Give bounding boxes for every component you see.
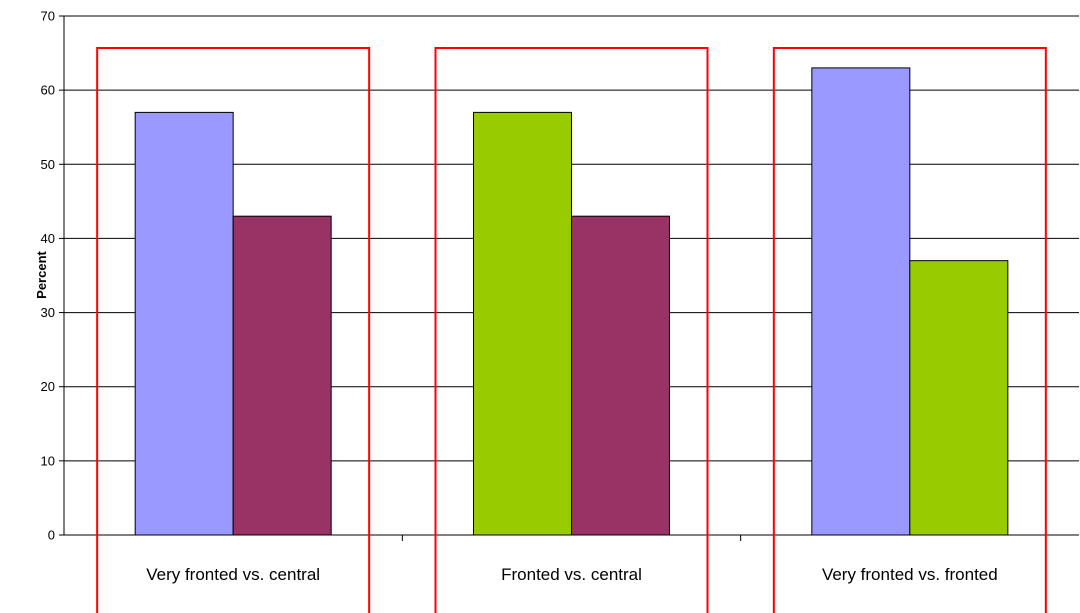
y-tick-label: 50 xyxy=(41,157,55,172)
bar xyxy=(571,215,670,536)
bars xyxy=(134,67,1009,536)
highlight-box xyxy=(434,47,709,613)
highlight-box xyxy=(772,47,1047,613)
highlight-boxes xyxy=(96,47,1047,613)
y-tick-label: 30 xyxy=(41,305,55,320)
y-tick-label: 20 xyxy=(41,379,55,394)
y-tick-label: 10 xyxy=(41,453,55,468)
y-axis-title: Percent xyxy=(34,250,49,298)
bar xyxy=(134,111,234,536)
y-tick-label: 0 xyxy=(48,528,55,543)
y-tick-labels: 0 10 20 30 40 50 60 70 xyxy=(41,9,55,543)
category-label: Fronted vs. central xyxy=(501,565,642,584)
axes xyxy=(59,15,1079,541)
category-labels: Very fronted vs. central Fronted vs. cent… xyxy=(146,565,997,584)
category-label: Very fronted vs. central xyxy=(146,565,320,584)
bar xyxy=(232,215,332,536)
y-tick-label: 60 xyxy=(41,83,55,98)
category-label: Very fronted vs. fronted xyxy=(822,565,998,584)
bar xyxy=(811,67,911,536)
bar xyxy=(473,111,572,536)
bar xyxy=(909,260,1009,536)
y-tick-label: 70 xyxy=(41,9,55,24)
y-tick-label: 40 xyxy=(41,231,55,246)
highlight-box xyxy=(96,47,371,613)
